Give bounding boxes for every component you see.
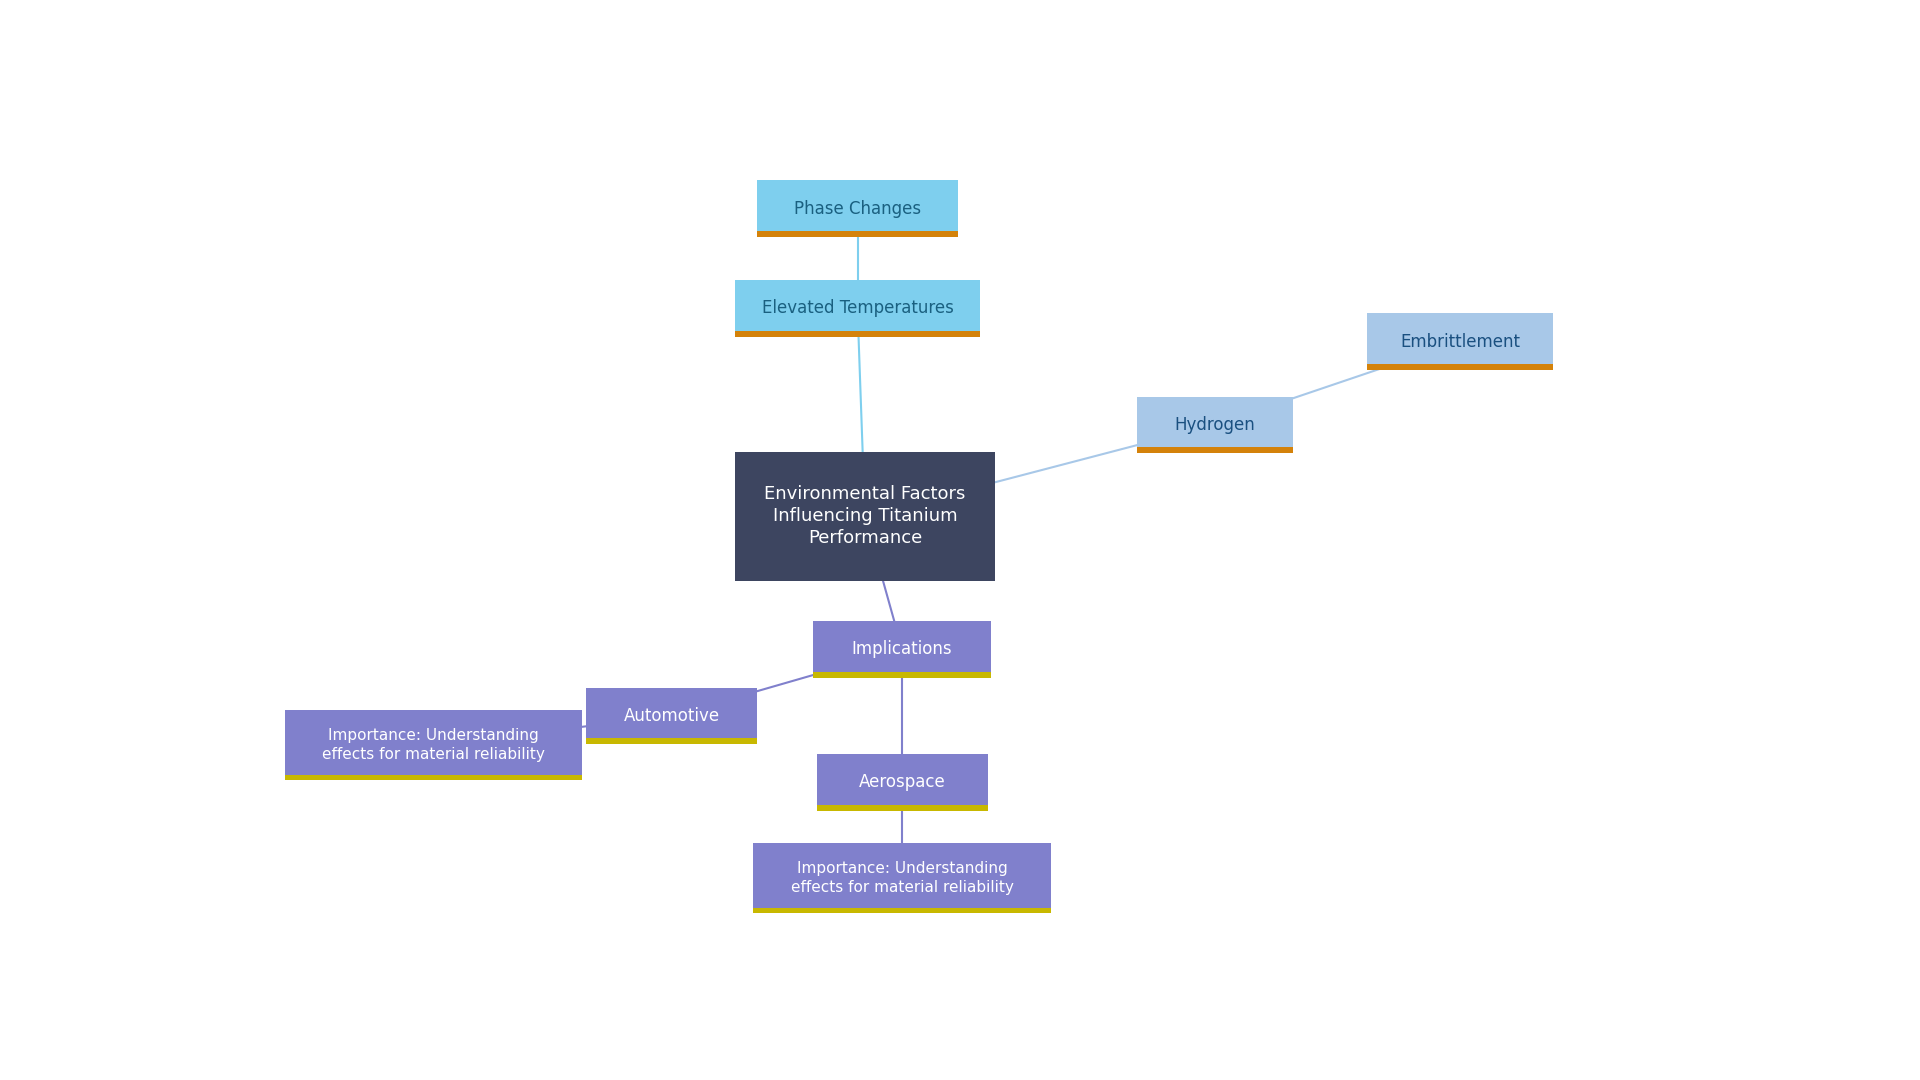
Text: Implications: Implications [852,640,952,659]
Text: Phase Changes: Phase Changes [795,200,922,217]
FancyBboxPatch shape [816,805,987,811]
FancyBboxPatch shape [586,688,756,744]
FancyBboxPatch shape [1367,364,1553,370]
FancyBboxPatch shape [735,280,981,337]
FancyBboxPatch shape [735,451,995,581]
Text: Importance: Understanding
effects for material reliability: Importance: Understanding effects for ma… [791,861,1014,895]
FancyBboxPatch shape [756,231,958,237]
Text: Elevated Temperatures: Elevated Temperatures [762,299,954,318]
FancyBboxPatch shape [812,621,991,677]
Text: Embrittlement: Embrittlement [1400,333,1521,351]
FancyBboxPatch shape [586,739,756,744]
FancyBboxPatch shape [1137,447,1292,454]
Text: Environmental Factors
Influencing Titanium
Performance: Environmental Factors Influencing Titani… [764,485,966,548]
FancyBboxPatch shape [1137,396,1292,454]
FancyBboxPatch shape [284,774,582,781]
FancyBboxPatch shape [753,907,1050,914]
Text: Hydrogen: Hydrogen [1175,416,1256,434]
FancyBboxPatch shape [812,672,991,677]
Text: Importance: Understanding
effects for material reliability: Importance: Understanding effects for ma… [323,728,545,761]
Text: Aerospace: Aerospace [858,773,945,792]
Text: Automotive: Automotive [624,707,720,725]
FancyBboxPatch shape [735,330,981,337]
FancyBboxPatch shape [284,710,582,781]
FancyBboxPatch shape [816,754,987,811]
FancyBboxPatch shape [1367,313,1553,370]
FancyBboxPatch shape [753,842,1050,914]
FancyBboxPatch shape [756,180,958,237]
